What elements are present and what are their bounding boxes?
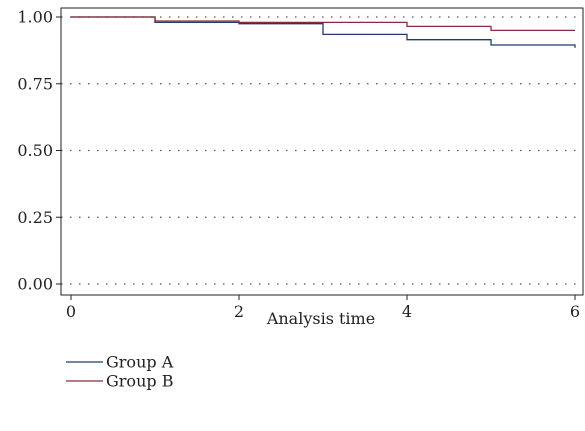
y-tick-label: 1.00 [17, 8, 53, 27]
axes-layer: 0.00 0.25 0.50 0.75 1.00 0 2 4 6 [17, 7, 584, 321]
x-tick-label: 2 [234, 302, 244, 321]
y-tick-label: 0.50 [17, 141, 53, 160]
series-line-group-a [71, 16, 576, 48]
y-tick-label: 0.75 [17, 74, 53, 93]
series-line-group-b [71, 16, 575, 31]
legend-label: Group B [106, 372, 173, 391]
x-axis-label: Analysis time [266, 309, 375, 328]
grid-layer [61, 16, 583, 285]
x-tick-label: 4 [402, 302, 412, 321]
plot-frame [60, 7, 584, 296]
x-tick-label: 6 [570, 302, 580, 321]
y-tick-label: 0.25 [17, 208, 53, 227]
x-tick-label: 0 [66, 302, 76, 321]
y-tick-label: 0.00 [17, 275, 53, 294]
legend-label: Group A [106, 353, 174, 372]
series-layer [71, 16, 576, 48]
